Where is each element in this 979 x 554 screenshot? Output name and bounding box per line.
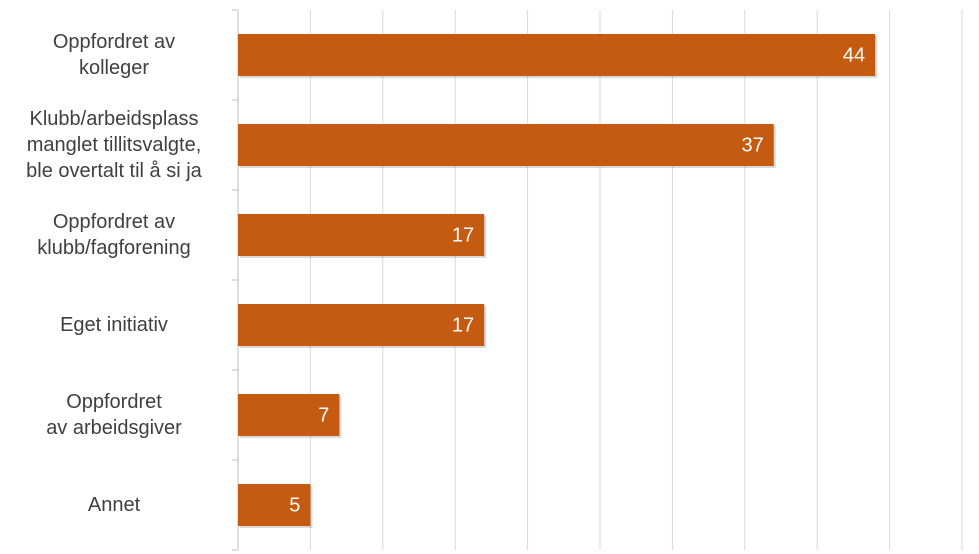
category-label: Eget initiativ — [60, 314, 168, 336]
category-label: Klubb/arbeidsplass manglet tillitsvalgte… — [26, 108, 202, 182]
category-label: Oppfordret av klubb/fagforening — [37, 211, 191, 259]
bar — [238, 394, 340, 436]
data-label: 7 — [318, 404, 329, 426]
bar — [238, 304, 485, 346]
category-label: Oppfordret av arbeidsgiver — [46, 391, 182, 439]
bar — [238, 124, 774, 166]
category-label: Oppfordret av kolleger — [52, 31, 176, 79]
bar — [238, 214, 485, 256]
data-label: 17 — [452, 224, 474, 246]
data-label: 17 — [452, 314, 474, 336]
data-label: 37 — [742, 134, 764, 156]
bar — [238, 34, 876, 76]
category-label: Annet — [87, 494, 141, 516]
bar — [238, 484, 311, 526]
data-label: 5 — [289, 494, 300, 516]
data-label: 44 — [843, 44, 865, 66]
